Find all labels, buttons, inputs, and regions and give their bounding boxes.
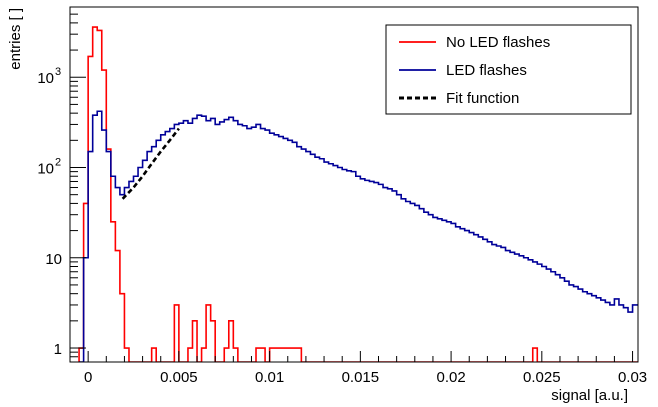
x-tick-label: 0.025: [523, 369, 561, 386]
legend-label: No LED flashes: [446, 34, 550, 51]
x-axis-label: signal [a.u.]: [551, 387, 628, 404]
y-tick-label: 1: [54, 341, 62, 358]
legend-label: Fit function: [446, 90, 519, 107]
series-led-histogram: [79, 110, 638, 362]
y-tick-label: 10: [45, 251, 62, 268]
x-tick-label: 0.02: [436, 369, 465, 386]
y-axis-label: entries [ ]: [7, 8, 24, 70]
x-tick-label: 0.015: [342, 369, 380, 386]
plot-area: [78, 26, 638, 362]
y-tick-exponent: 2: [55, 156, 61, 168]
y-tick-exponent: 3: [55, 66, 61, 78]
y-tick-label: 10: [37, 160, 54, 177]
plot-frame: [69, 6, 639, 363]
y-tick-label: 10: [37, 70, 54, 87]
x-tick-label: 0.01: [255, 369, 284, 386]
legend: No LED flashes LED flashes Fit function: [385, 24, 632, 115]
x-tick-label: 0.005: [160, 369, 198, 386]
x-tick-label: 0.03: [618, 369, 647, 386]
legend-label: LED flashes: [446, 62, 527, 79]
x-tick-label: 0: [84, 369, 92, 386]
series-fit-function: [121, 127, 180, 200]
